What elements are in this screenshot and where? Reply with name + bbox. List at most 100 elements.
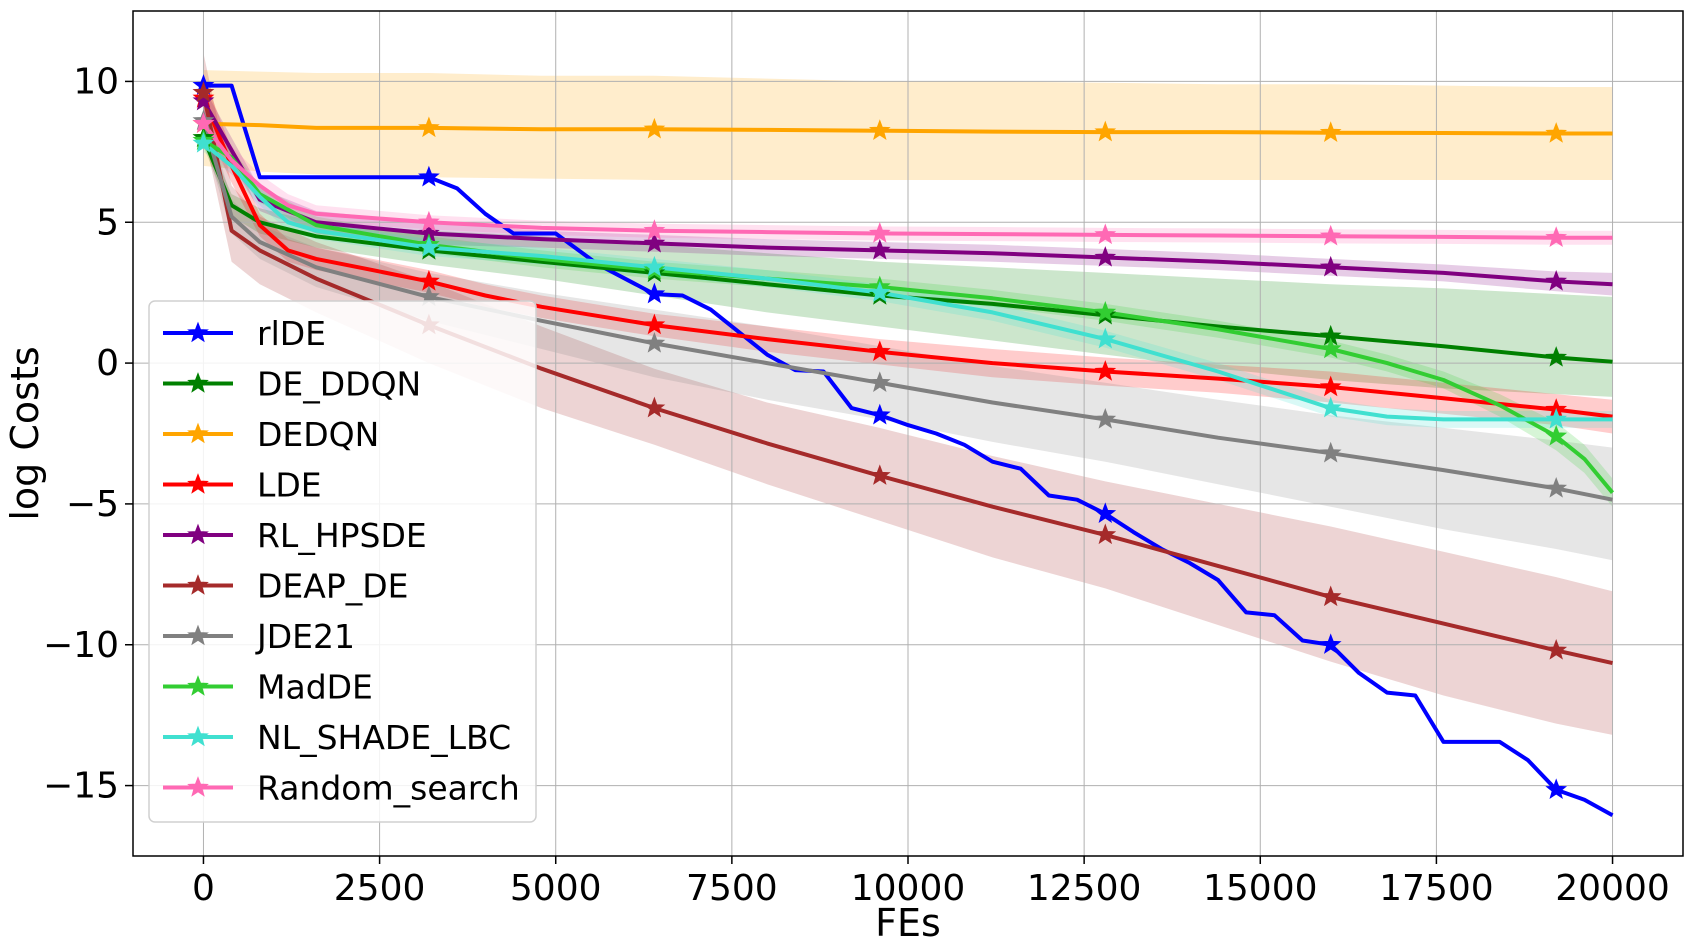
legend-label: MadDE [257,668,373,707]
marker-rlde [643,282,666,304]
x-tick-label: 17500 [1379,868,1494,909]
marker-nl_shade_lbc [643,255,666,277]
marker-lde [1319,375,1342,397]
y-tick-label: −10 [43,625,119,666]
marker-nl_shade_lbc [1319,396,1342,418]
legend-label: rlDE [257,314,326,353]
x-tick-label: 10000 [851,868,966,909]
y-tick-label: −15 [43,766,119,807]
marker-deap_de [192,81,215,102]
marker-rlde [1319,633,1342,654]
marker-nl_shade_lbc [868,281,891,302]
legend-marker [187,523,209,545]
legend-marker [187,473,209,494]
marker-random_search [418,210,440,232]
y-axis-ticks: 10 5 0 −5 −10 −15 [43,61,133,807]
marker-rlde [1094,502,1117,524]
marker-jde21 [1545,476,1568,498]
y-tick-label: 10 [73,61,119,102]
marker-rl_hpsde [643,231,666,253]
marker-random_search [643,219,666,240]
y-tick-label: 5 [96,202,119,243]
marker-rlde [418,165,440,187]
marker-nl_shade_lbc [1094,327,1117,349]
x-tick-label: 0 [192,868,215,909]
series-line-de_ddqn [201,137,1613,364]
series-markers [192,74,1568,800]
series-line-deap_de [201,92,1613,666]
marker-random_search [1545,226,1568,247]
marker-jde21 [1094,407,1117,429]
marker-lde [643,313,666,335]
marker-random_search [1094,223,1117,245]
y-axis-label: log Costs [3,346,47,520]
marker-rl_hpsde [192,89,215,111]
marker-madde [1545,424,1568,446]
legend-marker [187,675,209,696]
legend-label: JDE21 [255,617,355,656]
marker-dedqn [643,117,666,139]
marker-jde21 [1319,441,1342,463]
series-line-madde [202,138,1615,494]
marker-random_search [192,112,215,133]
marker-lde [1094,360,1117,381]
marker-dedqn [1094,120,1117,142]
marker-lde [868,340,891,362]
marker-rl_hpsde [1094,246,1117,267]
marker-deap_de [1545,638,1568,660]
marker-deap_de [868,464,891,485]
marker-deap_de [1094,523,1117,545]
marker-dedqn [868,119,891,140]
series-line-jde21 [201,120,1613,502]
x-tick-label: 7500 [686,868,778,909]
x-tick-label: 20000 [1555,868,1670,909]
marker-madde [1094,300,1117,322]
legend-marker [187,372,209,393]
marker-rlde [1545,778,1568,800]
legend-marker [187,574,209,595]
x-tick-label: 2500 [334,868,426,909]
marker-jde21 [643,331,666,353]
band-random_search [203,101,1613,245]
legend-marker [187,422,209,444]
legend-label: DEDQN [257,415,379,454]
marker-nl_shade_lbc [1545,407,1568,429]
marker-rl_hpsde [868,238,891,260]
legend-marker [187,776,209,797]
legend-label: NL_SHADE_LBC [257,718,511,757]
marker-de_ddqn [1545,346,1568,367]
marker-dedqn [418,116,440,138]
marker-deap_de [643,396,666,418]
legend-marker [187,321,209,343]
marker-dedqn [1319,121,1342,142]
x-tick-label: 5000 [510,868,602,909]
marker-deap_de [1319,585,1342,607]
legend-label: DE_DDQN [257,365,421,404]
legend-box [148,300,537,823]
x-axis-ticks: 0 2500 5000 7500 10000 12500 15000 17500 20000 [192,856,1670,909]
legend-marker [187,624,209,646]
marker-jde21 [868,371,891,393]
legend-marker [187,725,209,747]
marker-random_search [868,222,891,243]
legend: rlDE DE_DDQN DEDQN LDE RL_HPSDE DEAP_DE JDE21 M… [148,300,537,823]
x-axis-label: FEs [875,901,941,945]
marker-rl_hpsde [1319,255,1342,277]
legend-label: RL_HPSDE [257,516,427,555]
marker-nl_shade_lbc [418,236,440,257]
marker-nl_shade_lbc [192,131,215,153]
series-line-random_search [201,122,1613,240]
legend-label: LDE [257,466,322,505]
x-tick-label: 15000 [1203,868,1318,909]
marker-dedqn [1545,122,1568,143]
legend-label: DEAP_DE [257,567,409,606]
y-tick-label: 0 [96,343,119,384]
x-tick-label: 12500 [1027,868,1142,909]
marker-rlde [868,403,891,425]
marker-random_search [1319,224,1342,246]
marker-rl_hpsde [1545,269,1568,291]
y-tick-label: −5 [66,484,119,525]
marker-madde [1319,337,1342,359]
legend-label: Random_search [257,769,520,808]
